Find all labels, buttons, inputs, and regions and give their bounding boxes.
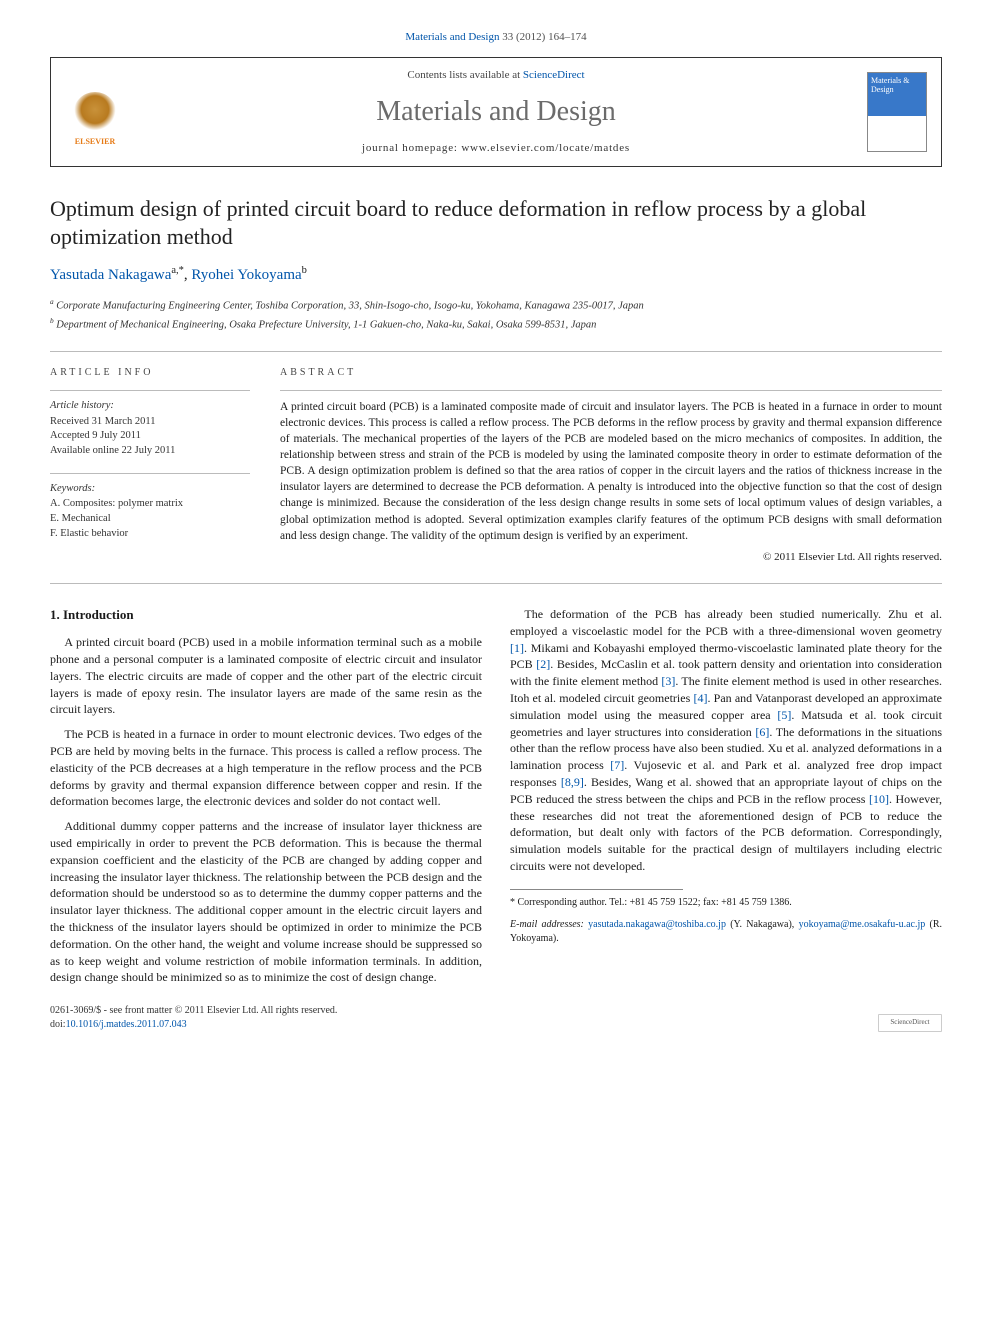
- keywords-head: Keywords:: [50, 482, 250, 497]
- author-list: Yasutada Nakagawaa,*, Ryohei Yokoyamab: [50, 264, 942, 286]
- section-title: Introduction: [63, 607, 134, 622]
- ref-link-6[interactable]: [6]: [755, 725, 769, 739]
- affiliation-a: a Corporate Manufacturing Engineering Ce…: [50, 296, 942, 314]
- affiliation-a-text: Corporate Manufacturing Engineering Cent…: [56, 301, 644, 312]
- article-history-block: Article history: Received 31 March 2011 …: [50, 399, 250, 459]
- body-paragraph-3: Additional dummy copper patterns and the…: [50, 818, 482, 986]
- history-online: Available online 22 July 2011: [50, 444, 250, 459]
- journal-homepage-line: journal homepage: www.elsevier.com/locat…: [125, 141, 867, 156]
- abstract-copyright: © 2011 Elsevier Ltd. All rights reserved…: [280, 550, 942, 565]
- author-1-link[interactable]: Yasutada Nakagawa: [50, 267, 171, 283]
- contents-line: Contents lists available at ScienceDirec…: [125, 68, 867, 83]
- ref-link-5[interactable]: [5]: [777, 708, 791, 722]
- journal-reference-line: Materials and Design 33 (2012) 164–174: [50, 30, 942, 45]
- history-received: Received 31 March 2011: [50, 415, 250, 430]
- email-label: E-mail addresses:: [510, 919, 588, 930]
- ref-link-4[interactable]: [4]: [693, 691, 707, 705]
- abstract-heading: ABSTRACT: [280, 366, 942, 380]
- footnotes: * Corresponding author. Tel.: +81 45 759…: [510, 896, 942, 946]
- section-1-heading: 1. Introduction: [50, 606, 482, 624]
- history-accepted: Accepted 9 July 2011: [50, 429, 250, 444]
- ref-link-2[interactable]: [2]: [536, 657, 550, 671]
- affiliations: a Corporate Manufacturing Engineering Ce…: [50, 296, 942, 333]
- doi-link[interactable]: 10.1016/j.matdes.2011.07.043: [66, 1019, 187, 1030]
- corresponding-author-note: * Corresponding author. Tel.: +81 45 759…: [510, 896, 942, 910]
- doi-label: doi:: [50, 1019, 66, 1030]
- email-addresses-note: E-mail addresses: yasutada.nakagawa@tosh…: [510, 918, 942, 946]
- email-who-1: (Y. Nakagawa),: [726, 919, 799, 930]
- doi-line: doi:10.1016/j.matdes.2011.07.043: [50, 1018, 337, 1032]
- article-title: Optimum design of printed circuit board …: [50, 195, 942, 250]
- sciencedirect-logo: ScienceDirect: [878, 1014, 942, 1032]
- page-footer: 0261-3069/$ - see front matter © 2011 El…: [50, 1004, 942, 1032]
- journal-ref-link[interactable]: Materials and Design: [405, 31, 499, 43]
- history-head: Article history:: [50, 399, 250, 414]
- elsevier-label: ELSEVIER: [75, 136, 115, 147]
- ref-link-7[interactable]: [7]: [610, 758, 624, 772]
- section-number: 1.: [50, 607, 60, 622]
- footnote-separator: [510, 889, 683, 890]
- keyword-1: A. Composites: polymer matrix: [50, 497, 250, 512]
- ref-link-1[interactable]: [1]: [510, 641, 524, 655]
- homepage-prefix: journal homepage:: [362, 142, 461, 154]
- issn-line: 0261-3069/$ - see front matter © 2011 El…: [50, 1004, 337, 1018]
- journal-ref-citation: 33 (2012) 164–174: [500, 31, 587, 43]
- body-paragraph-4: The deformation of the PCB has already b…: [510, 606, 942, 875]
- author-2-link[interactable]: Ryohei Yokoyama: [191, 267, 301, 283]
- body-paragraph-2: The PCB is heated in a furnace in order …: [50, 726, 482, 810]
- divider: [280, 390, 942, 391]
- abstract-text: A printed circuit board (PCB) is a lamin…: [280, 399, 942, 544]
- divider: [50, 473, 250, 474]
- sciencedirect-link[interactable]: ScienceDirect: [523, 69, 585, 81]
- email-link-1[interactable]: yasutada.nakagawa@toshiba.co.jp: [588, 919, 726, 930]
- ref-link-10[interactable]: [10]: [869, 792, 889, 806]
- contents-prefix: Contents lists available at: [407, 69, 522, 81]
- ref-link-8-9[interactable]: [8,9]: [561, 775, 584, 789]
- article-info-heading: ARTICLE INFO: [50, 366, 250, 380]
- keyword-2: E. Mechanical: [50, 512, 250, 527]
- info-abstract-row: ARTICLE INFO Article history: Received 3…: [50, 352, 942, 584]
- journal-name: Materials and Design: [125, 92, 867, 131]
- keyword-3: F. Elastic behavior: [50, 527, 250, 542]
- affiliation-b-text: Department of Mechanical Engineering, Os…: [56, 319, 596, 330]
- journal-cover-thumb: Materials & Design: [867, 72, 927, 152]
- email-link-2[interactable]: yokoyama@me.osakafu-u.ac.jp: [799, 919, 926, 930]
- abstract-column: ABSTRACT A printed circuit board (PCB) i…: [280, 366, 942, 565]
- elsevier-tree-icon: [73, 92, 117, 136]
- p4-seg-a: The deformation of the PCB has already b…: [510, 607, 942, 638]
- article-info-column: ARTICLE INFO Article history: Received 3…: [50, 366, 250, 565]
- body-two-column: 1. Introduction A printed circuit board …: [50, 606, 942, 986]
- keywords-block: Keywords: A. Composites: polymer matrix …: [50, 482, 250, 542]
- author-1-affil-sup: a,*: [171, 265, 184, 276]
- divider: [50, 390, 250, 391]
- body-paragraph-1: A printed circuit board (PCB) used in a …: [50, 634, 482, 718]
- footer-left: 0261-3069/$ - see front matter © 2011 El…: [50, 1004, 337, 1032]
- ref-link-3[interactable]: [3]: [661, 674, 675, 688]
- homepage-url: www.elsevier.com/locate/matdes: [461, 142, 630, 154]
- author-2-affil-sup: b: [302, 265, 307, 276]
- journal-header-box: ELSEVIER Contents lists available at Sci…: [50, 57, 942, 167]
- affiliation-b: b Department of Mechanical Engineering, …: [50, 315, 942, 333]
- header-center: Contents lists available at ScienceDirec…: [125, 68, 867, 156]
- cover-title: Materials & Design: [871, 77, 923, 95]
- elsevier-logo: ELSEVIER: [65, 77, 125, 147]
